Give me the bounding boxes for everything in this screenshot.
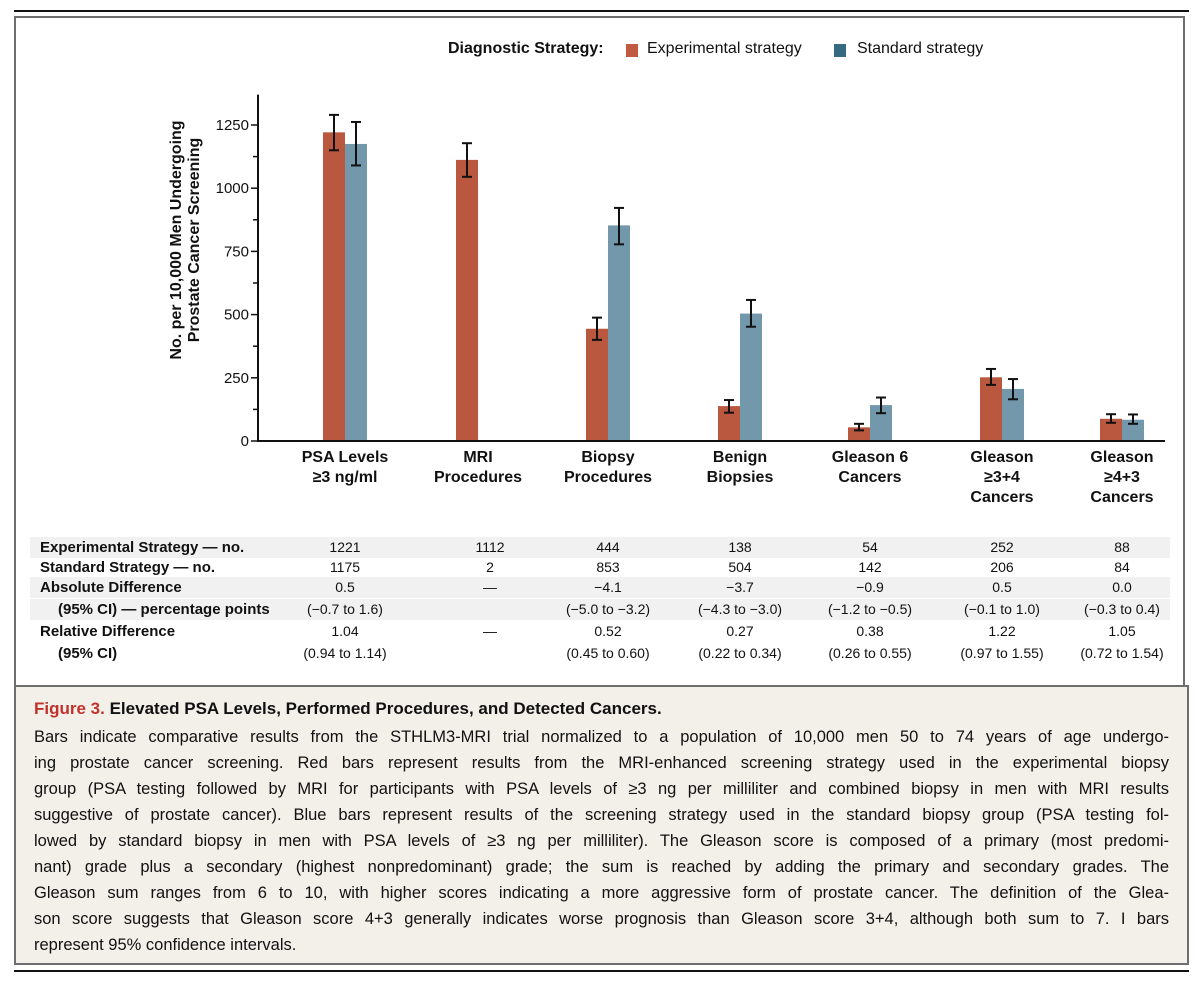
table-cell: 138: [728, 539, 752, 555]
table-cell: (−5.0 to −3.2): [565, 601, 651, 617]
table-cell: 1112: [475, 539, 505, 555]
table-cell: (−0.7 to 1.6): [307, 601, 383, 617]
x-category-label: Gleason ≥3+4 Cancers: [970, 449, 1034, 506]
table-cell: (0.22 to 0.34): [698, 645, 782, 661]
bar-experimental-0: [323, 132, 345, 441]
caption-line: represent 95% confidence intervals.: [34, 936, 297, 954]
figure-label: Figure 3.: [34, 699, 105, 718]
table-cell: (0.94 to 1.14): [303, 645, 387, 661]
bar-experimental-5: [980, 377, 1002, 441]
table-cell: −0.9: [856, 579, 884, 595]
caption-title: Figure 3. Elevated PSA Levels, Performed…: [34, 699, 662, 719]
table-cell: 0.27: [726, 623, 754, 639]
table-cell: 0.5: [335, 579, 355, 595]
table-cell: (0.97 to 1.55): [960, 645, 1044, 661]
table-cell: 1221: [329, 539, 361, 555]
y-tick-label: 1250: [216, 117, 249, 134]
table-cell: 1175: [329, 559, 361, 575]
table-cell: (−0.1 to 1.0): [964, 601, 1040, 617]
bar-experimental-2: [586, 328, 608, 441]
table-cell: 0.52: [594, 623, 622, 639]
table-cell: (0.26 to 0.55): [828, 645, 912, 661]
bar-standard-2: [608, 225, 630, 441]
table-row: Absolute Difference 0.5 — −4.1 −3.7 −0.9 0.5 0.…: [30, 577, 1170, 598]
table-cell: 853: [596, 559, 620, 575]
x-category-label: Gleason ≥4+3 Cancers: [1090, 449, 1154, 506]
table-cell: 0.38: [856, 623, 884, 639]
caption-line: ing prostate cancer screening. Red bars …: [34, 754, 1169, 772]
caption-line: group (PSA testing followed by MRI for p…: [34, 780, 1169, 798]
table-cell: 0.5: [992, 579, 1012, 595]
table-row: (95% CI) (0.94 to 1.14) (0.45 to 0.60) (0.2…: [30, 643, 1170, 664]
bar-chart: 0 250 500 750 1000 1250: [216, 94, 1165, 450]
table-cell: 1.05: [1108, 623, 1136, 639]
y-tick-label: 500: [224, 307, 249, 324]
table-row: Standard Strategy — no. 1175 2 853 504 142 206…: [30, 557, 1170, 578]
y-tick-label: 250: [224, 370, 249, 387]
legend-label-experimental: Experimental strategy: [647, 40, 802, 57]
table-cell: (−4.3 to −3.0): [697, 601, 783, 617]
bar-standard-5: [1002, 388, 1024, 441]
table-cell: 206: [990, 559, 1014, 575]
legend-label-standard: Standard strategy: [857, 40, 984, 57]
table-cell: 84: [1114, 559, 1130, 575]
caption-line: lowed by standard biopsy in men with PSA…: [34, 832, 1169, 850]
table-cell: −3.7: [726, 579, 754, 595]
caption-line: son score suggests that Gleason score 4+…: [34, 910, 1169, 928]
table-cell: −4.1: [594, 579, 622, 595]
bar-standard-6: [1122, 419, 1144, 441]
y-tick-label: 0: [241, 433, 249, 450]
caption-line: Bars indicate comparative results from t…: [34, 728, 1169, 746]
caption-line: suggestive of prostate cancer). Blue bar…: [34, 806, 1169, 824]
bar-experimental-3: [718, 406, 740, 441]
table-cell: 0.0: [1112, 579, 1132, 595]
table-row: Relative Difference 1.04 — 0.52 0.27 0.38 1.22…: [30, 621, 1170, 642]
bar-experimental-4: [848, 427, 870, 441]
caption-line: nant) grade plus a secondary (highest no…: [34, 858, 1169, 876]
figure-title: Elevated PSA Levels, Performed Procedure…: [109, 699, 662, 718]
table-cell: 142: [858, 559, 882, 575]
legend-swatch-standard: [834, 44, 846, 57]
caption-line: Gleason sum ranges from 6 to 10, with hi…: [34, 884, 1169, 902]
table-cell: —: [483, 623, 497, 639]
table-cell: 88: [1114, 539, 1130, 555]
bottom-rule: [14, 970, 1189, 972]
bar-experimental-1: [456, 159, 478, 441]
y-tick-label: 750: [224, 243, 249, 260]
table-cell: (0.45 to 0.60): [566, 645, 650, 661]
table-cell: —: [483, 579, 497, 595]
table-cell: 2: [486, 559, 494, 575]
x-category-label: Biopsy Procedures: [563, 449, 653, 486]
x-category-label: Gleason 6 Cancers: [831, 449, 909, 486]
row-label: Standard Strategy — no.: [40, 559, 216, 576]
y-tick-label: 1000: [216, 180, 249, 197]
row-label: Absolute Difference: [40, 579, 182, 596]
row-label: Experimental Strategy — no.: [40, 539, 245, 556]
table-cell: 444: [596, 539, 620, 555]
table-cell: 1.04: [331, 623, 359, 639]
bar-experimental-6: [1100, 418, 1122, 441]
row-label: (95% CI) — percentage points: [58, 601, 270, 618]
table-row: (95% CI) — percentage points (−0.7 to 1.6…: [30, 599, 1170, 620]
table-row: Experimental Strategy — no. 1221 1112 444 13…: [30, 537, 1170, 558]
table-cell: (0.72 to 1.54): [1080, 645, 1164, 661]
legend-title: Diagnostic Strategy:: [448, 40, 604, 57]
row-label: Relative Difference: [40, 623, 176, 640]
bar-standard-4: [870, 405, 892, 441]
top-rule: [14, 10, 1189, 12]
row-label: (95% CI): [58, 645, 118, 662]
table-cell: 54: [862, 539, 878, 555]
table-cell: 1.22: [988, 623, 1016, 639]
x-category-label: MRI Procedures: [433, 449, 523, 486]
table-cell: 252: [990, 539, 1014, 555]
legend-swatch-experimental: [626, 44, 638, 57]
table-cell: (−1.2 to −0.5): [827, 601, 913, 617]
table-cell: 504: [728, 559, 752, 575]
figure-caption: Figure 3. Elevated PSA Levels, Performed…: [14, 685, 1189, 965]
table-cell: (−0.3 to 0.4): [1084, 601, 1160, 617]
bar-standard-3: [740, 313, 762, 441]
x-category-label: Benign Biopsies: [706, 449, 774, 486]
bar-standard-0: [345, 143, 367, 441]
x-category-label: PSA Levels ≥3 ng/ml: [301, 449, 389, 486]
